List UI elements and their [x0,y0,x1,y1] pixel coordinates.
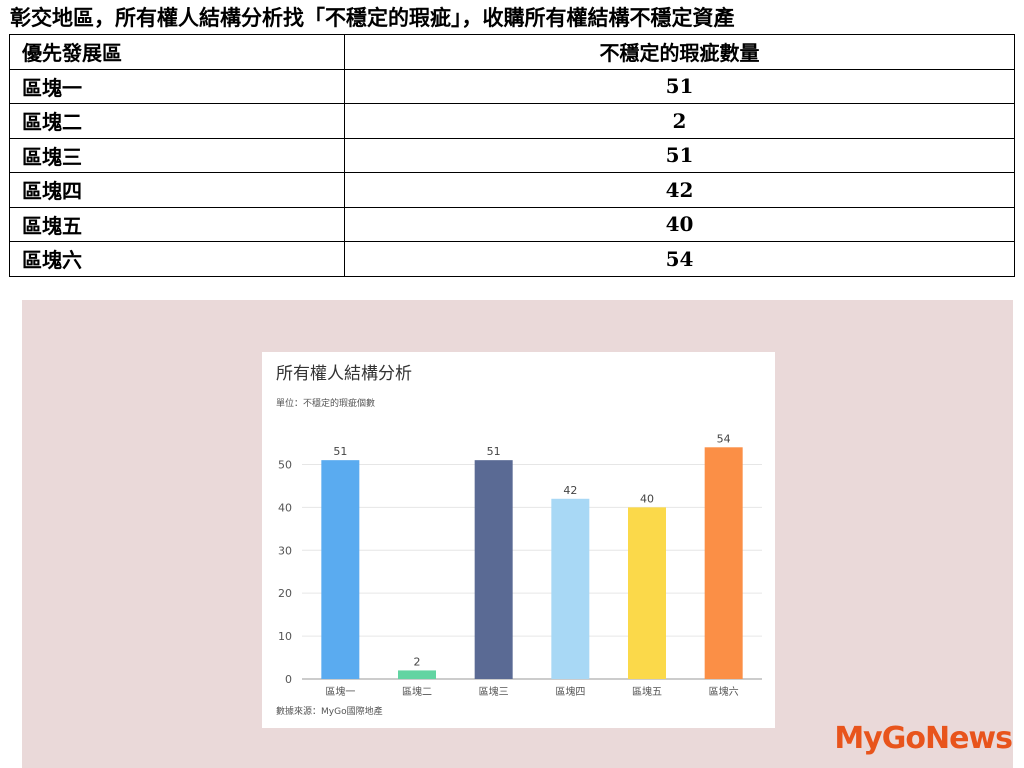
table-row: 區塊一 51 [9,68,1015,104]
y-tick-label: 50 [278,458,292,471]
x-tick-label: 區塊四 [555,685,585,698]
y-tick-label: 10 [278,630,292,643]
value-label: 51 [487,445,501,458]
chart-subtitle: 單位：不穩定的瑕疵個數 [276,397,375,409]
table-row: 區塊六 54 [9,241,1015,277]
table-row: 區塊五 40 [9,206,1015,242]
y-tick-label: 20 [278,587,292,600]
x-tick-label: 區塊三 [479,685,509,698]
chart-title: 所有權人結構分析 [276,364,412,384]
x-tick-label: 區塊五 [632,685,662,698]
table-cell: 區塊三 [9,137,345,173]
bar [321,460,360,679]
x-tick-label: 區塊二 [402,685,432,698]
table-row: 優先發展區 不穩定的瑕疵數量 [9,34,1015,70]
table-cell: 區塊四 [9,172,345,208]
bar [474,460,513,679]
bar [704,447,743,679]
table: 優先發展區 不穩定的瑕疵數量 區塊一 51 區塊二 2 區塊三 51 區塊四 42 區塊五 40 區塊六… [9,34,1015,277]
table-cell: 區塊一 [9,68,345,104]
value-label: 40 [640,492,654,505]
table-cell: 2 [344,103,1015,139]
table-cell: 不穩定的瑕疵數量 [344,34,1015,70]
table-cell: 42 [344,172,1015,208]
table-cell: 40 [344,206,1015,242]
bar [628,507,666,679]
value-label: 54 [717,432,731,445]
table-row: 區塊三 51 [9,137,1015,173]
value-label: 2 [414,655,421,668]
chart: 所有權人結構分析 單位：不穩定的瑕疵個數 數據來源：MyGo國際地產 0 10 20… [262,352,775,728]
table-row: 區塊二 2 [9,103,1015,139]
x-tick-label: 區塊六 [709,685,739,698]
table-cell: 54 [344,241,1015,277]
chart-source: 數據來源：MyGo國際地產 [276,705,383,717]
value-label: 51 [333,445,347,458]
table-cell: 區塊六 [9,241,345,277]
x-tick-label: 區塊一 [325,685,355,698]
table-cell: 優先發展區 [9,34,345,70]
y-tick-label: 40 [278,501,292,514]
table-cell: 區塊五 [9,206,345,242]
y-tick-label: 30 [278,544,292,557]
table-cell: 區塊二 [9,103,345,139]
bar [398,670,436,679]
bar [551,498,590,679]
table-cell: 51 [344,68,1015,104]
logo: MyGoNews [834,721,1013,756]
table-cell: 51 [344,137,1015,173]
page-title: 彰交地區，所有權人結構分析找「不穩定的瑕疵」，收購所有權結構不穩定資產 [10,6,735,30]
value-label: 42 [563,484,577,497]
table-row: 區塊四 42 [9,172,1015,208]
y-tick-label: 0 [285,673,292,686]
